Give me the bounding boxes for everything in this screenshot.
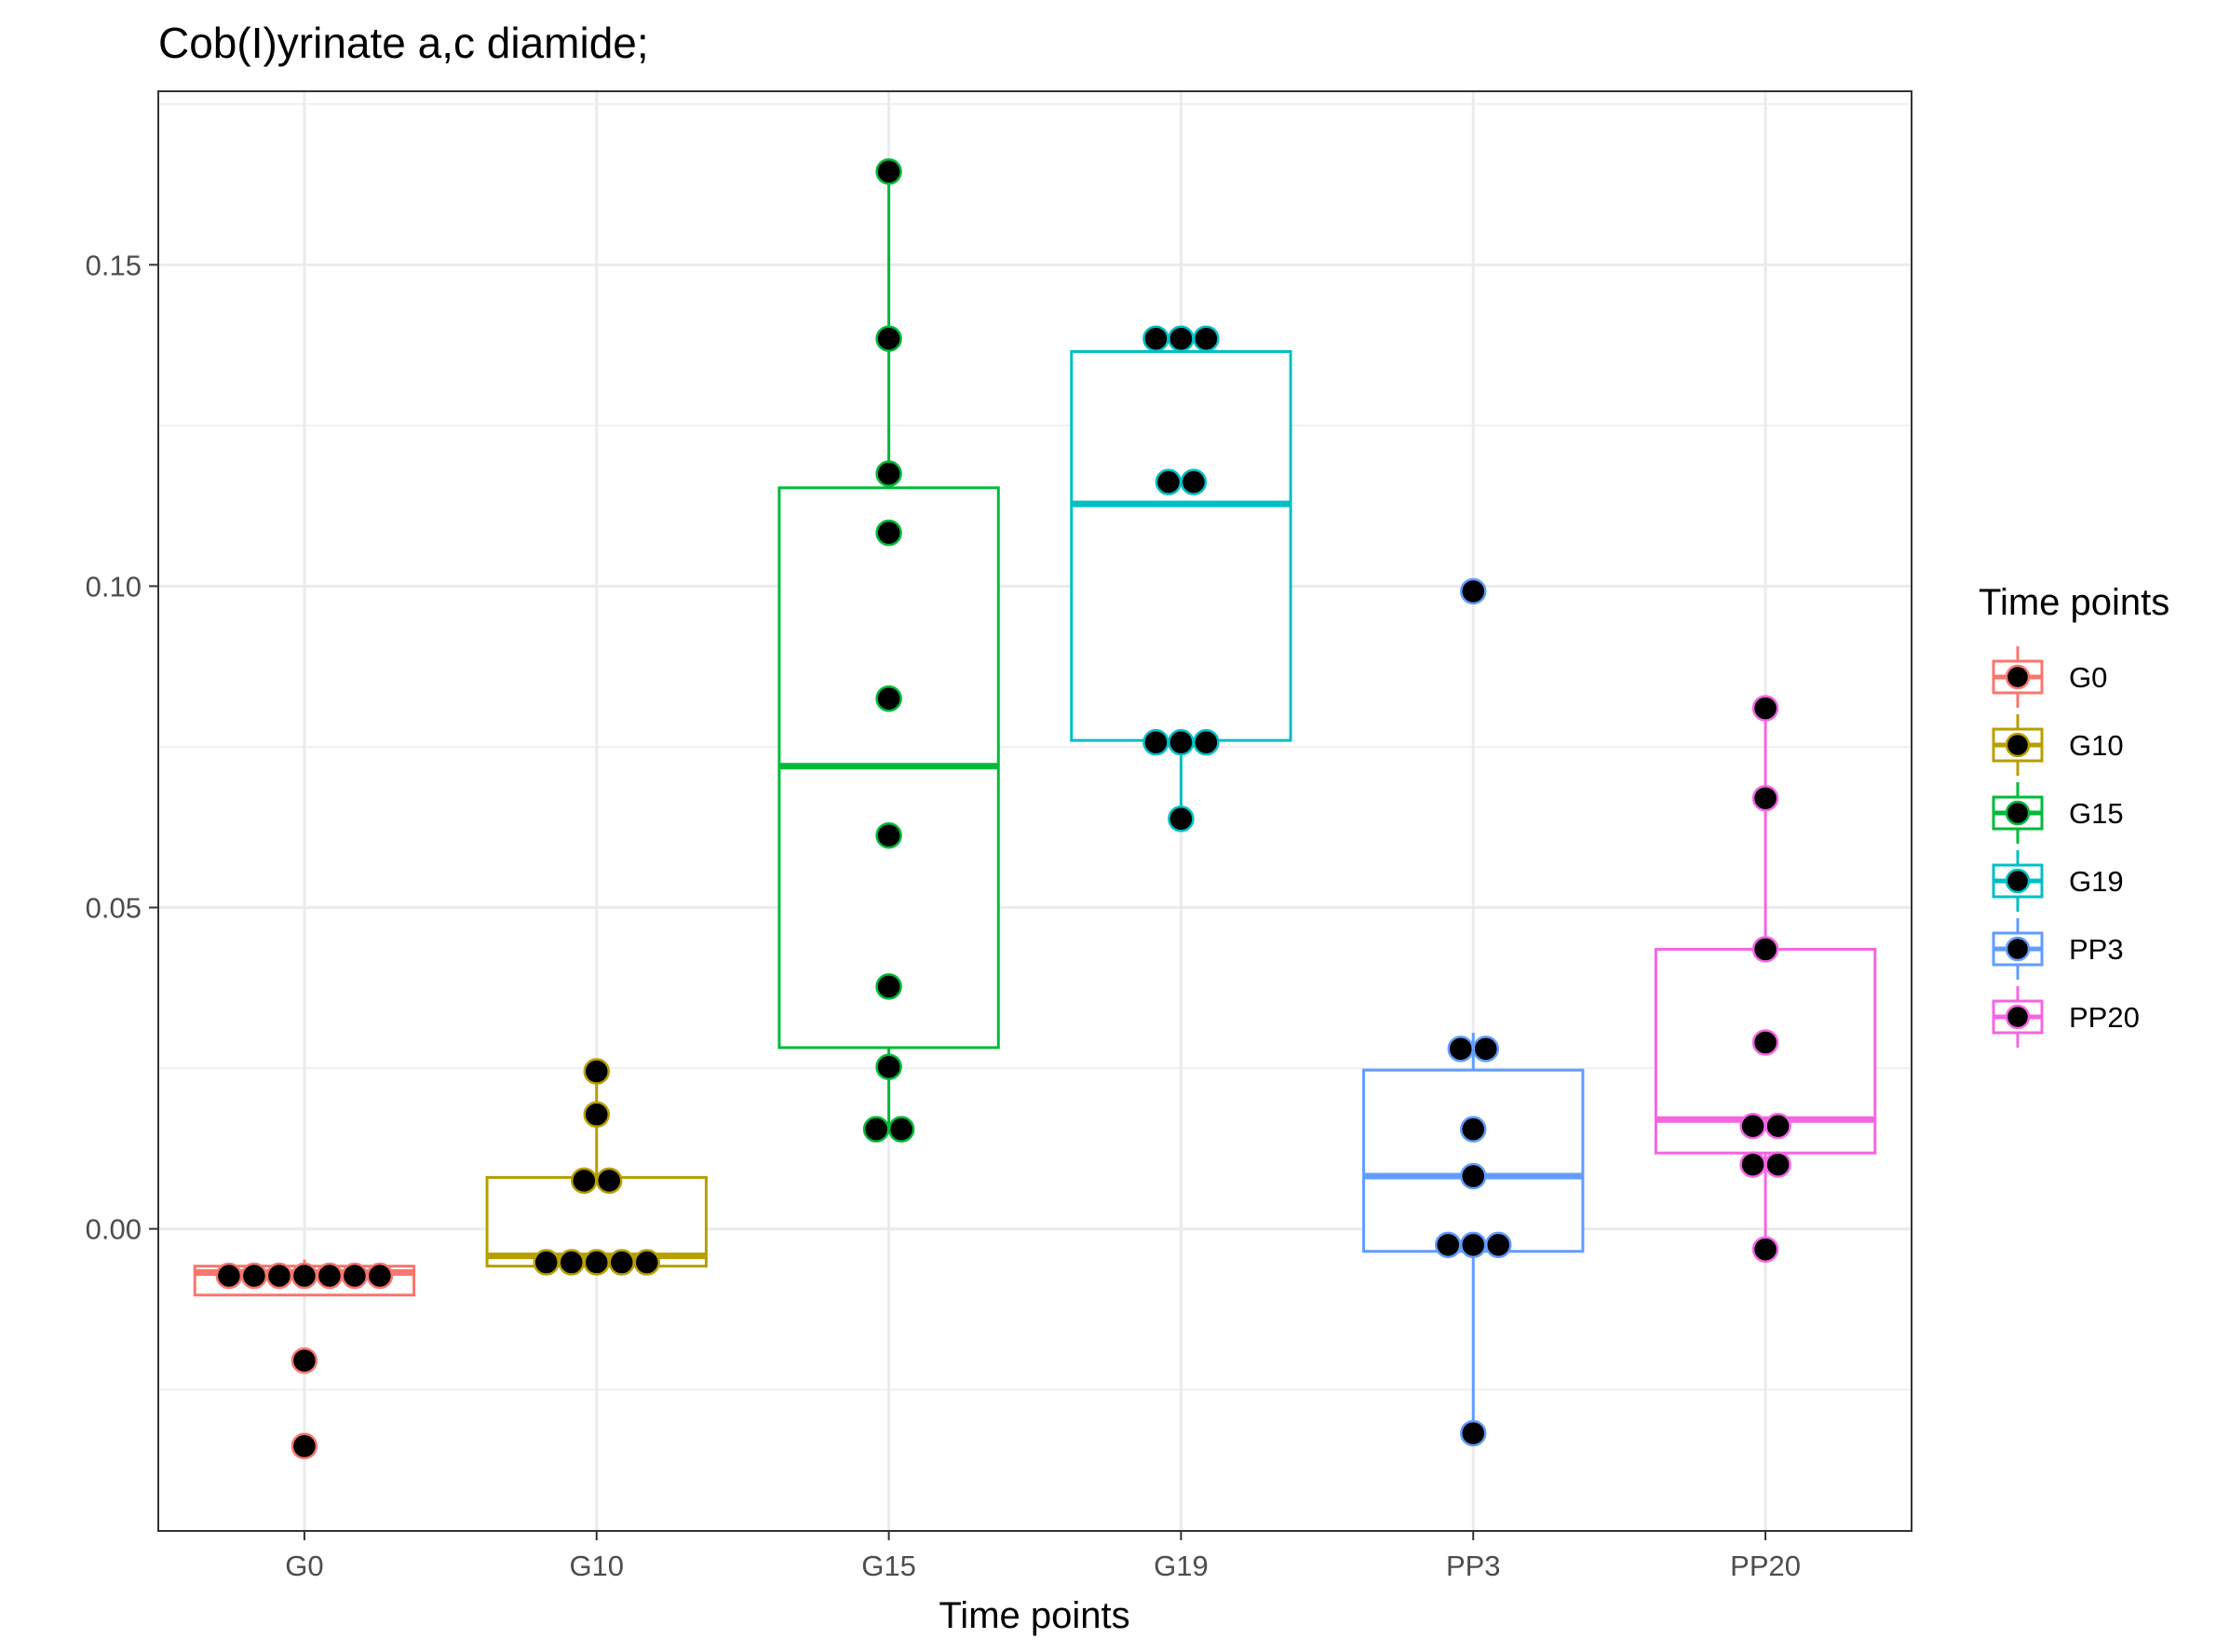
data-point — [1193, 728, 1220, 756]
data-point — [1447, 1036, 1474, 1063]
data-point — [1460, 1231, 1487, 1259]
data-point — [1155, 468, 1183, 495]
data-point — [875, 519, 902, 547]
data-point — [608, 1249, 635, 1276]
data-point — [1168, 806, 1195, 833]
data-point — [583, 1058, 610, 1085]
box — [1362, 1068, 1585, 1253]
x-tick-label: G19 — [1154, 1550, 1209, 1582]
data-point — [1751, 1029, 1779, 1056]
legend-label: PP20 — [2069, 1001, 2140, 1034]
legend-label: G10 — [2069, 729, 2124, 762]
data-point — [1739, 1151, 1766, 1178]
legend-key-point — [2005, 664, 2031, 690]
plot-panel-background — [158, 91, 1912, 1531]
data-point — [875, 821, 902, 849]
legend-label: G19 — [2069, 865, 2124, 898]
data-point — [1435, 1231, 1462, 1259]
data-point — [1472, 1036, 1499, 1063]
data-point — [1485, 1231, 1512, 1259]
data-point — [1751, 784, 1779, 812]
chart-title: Cob(I)yrinate a,c diamide; — [158, 19, 649, 67]
data-point — [1460, 577, 1487, 605]
data-point — [875, 973, 902, 1000]
data-point — [583, 1101, 610, 1129]
data-point — [1168, 325, 1195, 352]
legend-key-point — [2005, 732, 2031, 758]
data-point — [1751, 1236, 1779, 1263]
x-tick-label: G10 — [569, 1550, 624, 1582]
y-tick-label: 0.05 — [86, 892, 142, 925]
data-point — [1460, 1162, 1487, 1190]
data-point — [533, 1249, 560, 1276]
data-point — [1751, 695, 1779, 722]
legend-key-point — [2005, 800, 2031, 826]
box — [1070, 350, 1292, 742]
data-point — [240, 1262, 268, 1290]
data-point — [862, 1116, 890, 1143]
data-point — [596, 1167, 623, 1195]
data-point — [558, 1249, 585, 1276]
data-point — [633, 1249, 660, 1276]
data-point — [1142, 325, 1169, 352]
data-point — [875, 460, 902, 487]
data-point — [583, 1249, 610, 1276]
data-point — [1460, 1116, 1487, 1143]
data-point — [215, 1262, 243, 1290]
x-tick-label: PP20 — [1730, 1550, 1801, 1582]
legend-key-point — [2005, 936, 2031, 962]
x-axis-title: Time points — [939, 1595, 1129, 1636]
data-point — [1751, 936, 1779, 963]
data-point — [1764, 1112, 1791, 1140]
data-point — [1739, 1112, 1766, 1140]
data-point — [265, 1262, 293, 1290]
plot-panel-border — [157, 90, 1912, 1532]
y-tick-label: 0.00 — [86, 1213, 142, 1246]
x-tick-label: G15 — [861, 1550, 916, 1582]
data-point — [1764, 1151, 1791, 1178]
legend-label: PP3 — [2069, 933, 2124, 966]
data-point — [291, 1432, 318, 1460]
legend-label: G15 — [2069, 797, 2124, 830]
y-tick-label: 0.15 — [86, 249, 142, 281]
axes: 0.00 0.05 0.10 0.15 G0 G10 G15 G19 PP3 PP20 — [86, 249, 1801, 1582]
data-point — [366, 1262, 394, 1290]
data-point — [341, 1262, 369, 1290]
point-layer — [215, 158, 1791, 1460]
data-point — [1460, 1419, 1487, 1447]
data-point — [887, 1116, 915, 1143]
legend-label: G0 — [2069, 661, 2107, 694]
data-point — [316, 1262, 344, 1290]
legend: Time points G0 G10 G15 G19 PP3 PP20 — [1979, 582, 2169, 1048]
x-tick-label: G0 — [285, 1550, 323, 1582]
y-tick-label: 0.10 — [86, 570, 142, 603]
legend-key-point — [2005, 868, 2031, 894]
x-tick-label: PP3 — [1446, 1550, 1501, 1582]
data-point — [291, 1347, 318, 1374]
data-point — [875, 158, 902, 185]
data-point — [1193, 325, 1220, 352]
data-point — [1180, 468, 1208, 495]
data-point — [1168, 728, 1195, 756]
box-layer — [193, 171, 1877, 1434]
legend-title: Time points — [1979, 582, 2169, 623]
legend-key-point — [2005, 1004, 2031, 1030]
data-point — [875, 1053, 902, 1080]
data-point — [1142, 728, 1169, 756]
data-point — [875, 325, 902, 352]
data-point — [875, 684, 902, 712]
data-point — [571, 1167, 598, 1195]
data-point — [291, 1262, 318, 1290]
